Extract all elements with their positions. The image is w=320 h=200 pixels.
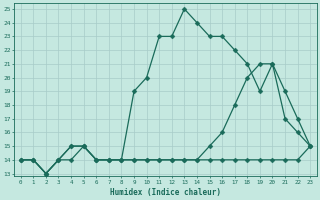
X-axis label: Humidex (Indice chaleur): Humidex (Indice chaleur): [110, 188, 221, 197]
